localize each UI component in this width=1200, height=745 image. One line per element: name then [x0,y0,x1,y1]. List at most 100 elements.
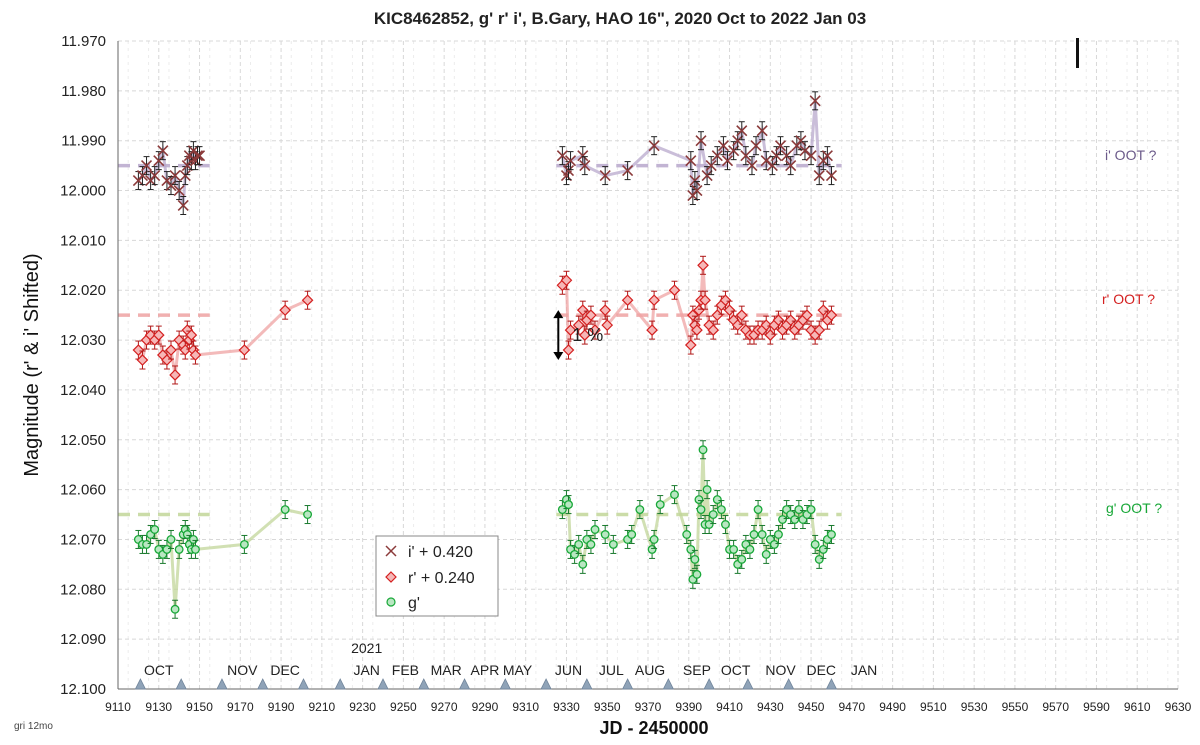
x-tick-label: 9330 [553,700,580,714]
data-point-g [635,505,645,515]
data-point-i [750,140,762,152]
y-tick-label: 12.010 [60,232,106,249]
data-point-r [699,294,711,307]
data-point-i [736,125,748,137]
x-tick-label: 9190 [268,700,295,714]
data-point-i [770,150,782,162]
data-point-g [753,505,763,515]
x-tick-label: 9390 [675,700,702,714]
y-tick-label: 12.100 [60,681,106,698]
data-point-g [578,559,588,569]
data-point-i [140,160,153,172]
data-point-i [746,160,758,172]
legend-i-marker [385,545,397,557]
legend: i' + 0.420 r' + 0.240 g' [375,535,499,617]
data-point-r [161,354,173,366]
legend-r-marker [385,571,397,583]
data-point-i [556,150,568,162]
data-point-g [698,445,708,455]
r-oot-label: r' OOT ? [1102,291,1155,307]
data-point-r [576,304,589,317]
y-tick-label: 12.050 [60,432,106,449]
data-point-i [711,150,723,162]
data-point-r [684,339,697,351]
data-point-r [621,294,634,307]
data-point-i [577,150,589,162]
data-point-i [149,170,161,182]
data-point-i [813,170,825,182]
data-point-r [165,344,177,356]
data-point-g [712,495,722,505]
data-point-r [169,369,181,381]
data-point-r [646,324,658,336]
g-oot-label: g' OOT ? [1106,500,1162,516]
data-point-g [150,525,160,534]
data-point-g [814,554,824,564]
data-point-r [697,259,709,272]
data-point-g [564,500,573,510]
triangle-marker [703,678,715,690]
data-point-g [692,569,702,579]
data-point-r [560,274,573,287]
triangle-marker [377,678,389,690]
data-point-r [707,324,720,336]
data-point-r [772,314,785,326]
y-tick-label: 11.990 [61,133,106,150]
x-tick-label: 9510 [920,700,947,714]
data-point-g [166,535,176,544]
data-point-i [774,140,787,152]
x-tick-label: 9450 [798,700,825,714]
data-point-g [704,520,714,529]
month-label: MAR [431,662,462,678]
data-point-g [774,530,783,539]
data-point-g [702,485,712,495]
data-point-r [189,349,202,361]
data-point-g [655,500,665,510]
data-series [132,91,838,619]
x-tick-label: 9430 [757,700,784,714]
data-point-i [685,155,697,167]
triangle-marker [825,678,838,690]
x-tick-label: 9370 [635,700,662,714]
arrow-up-head-icon [553,310,564,319]
data-point-r [179,344,192,356]
month-label: JAN [353,662,379,678]
month-label: OCT [144,662,174,678]
chart-title: KIC8462852, g' r' i', B.Gary, HAO 16", 2… [374,9,866,28]
series-g [133,440,836,619]
month-label: FEB [392,662,419,678]
y-tick-label: 11.970 [61,33,106,50]
triangle-marker [175,678,187,690]
data-point-i [691,184,703,197]
data-point-g [170,604,180,614]
data-point-i [179,170,191,182]
data-point-g [191,544,200,554]
month-label: DEC [270,662,300,678]
y-tick-label: 12.040 [60,382,106,399]
x-tick-label: 9610 [1124,700,1151,714]
data-point-i [785,160,797,172]
data-point-g [570,549,580,559]
y-axis-label: Magnitude (r' & i' Shifted) [21,253,43,476]
data-point-i [191,150,204,162]
data-point-r [801,309,813,322]
data-point-g [142,539,151,549]
triangle-marker [540,678,552,690]
month-label: APR [471,662,500,678]
data-point-r [238,344,251,356]
data-point-g [696,505,706,515]
data-point-r [691,324,703,336]
data-point-r [152,329,165,341]
month-label: NOV [227,662,258,678]
month-label: MAY [503,662,533,678]
data-point-i [599,170,611,182]
data-point-g [790,515,800,524]
x-tick-label: 9550 [1002,700,1029,714]
corner-note: gri 12mo [14,721,53,732]
i-oot-label: i' OOT ? [1105,147,1157,163]
data-point-r [711,309,724,322]
data-point-g [586,539,596,549]
x-tick-label: 9270 [431,700,458,714]
data-point-i [732,135,744,147]
